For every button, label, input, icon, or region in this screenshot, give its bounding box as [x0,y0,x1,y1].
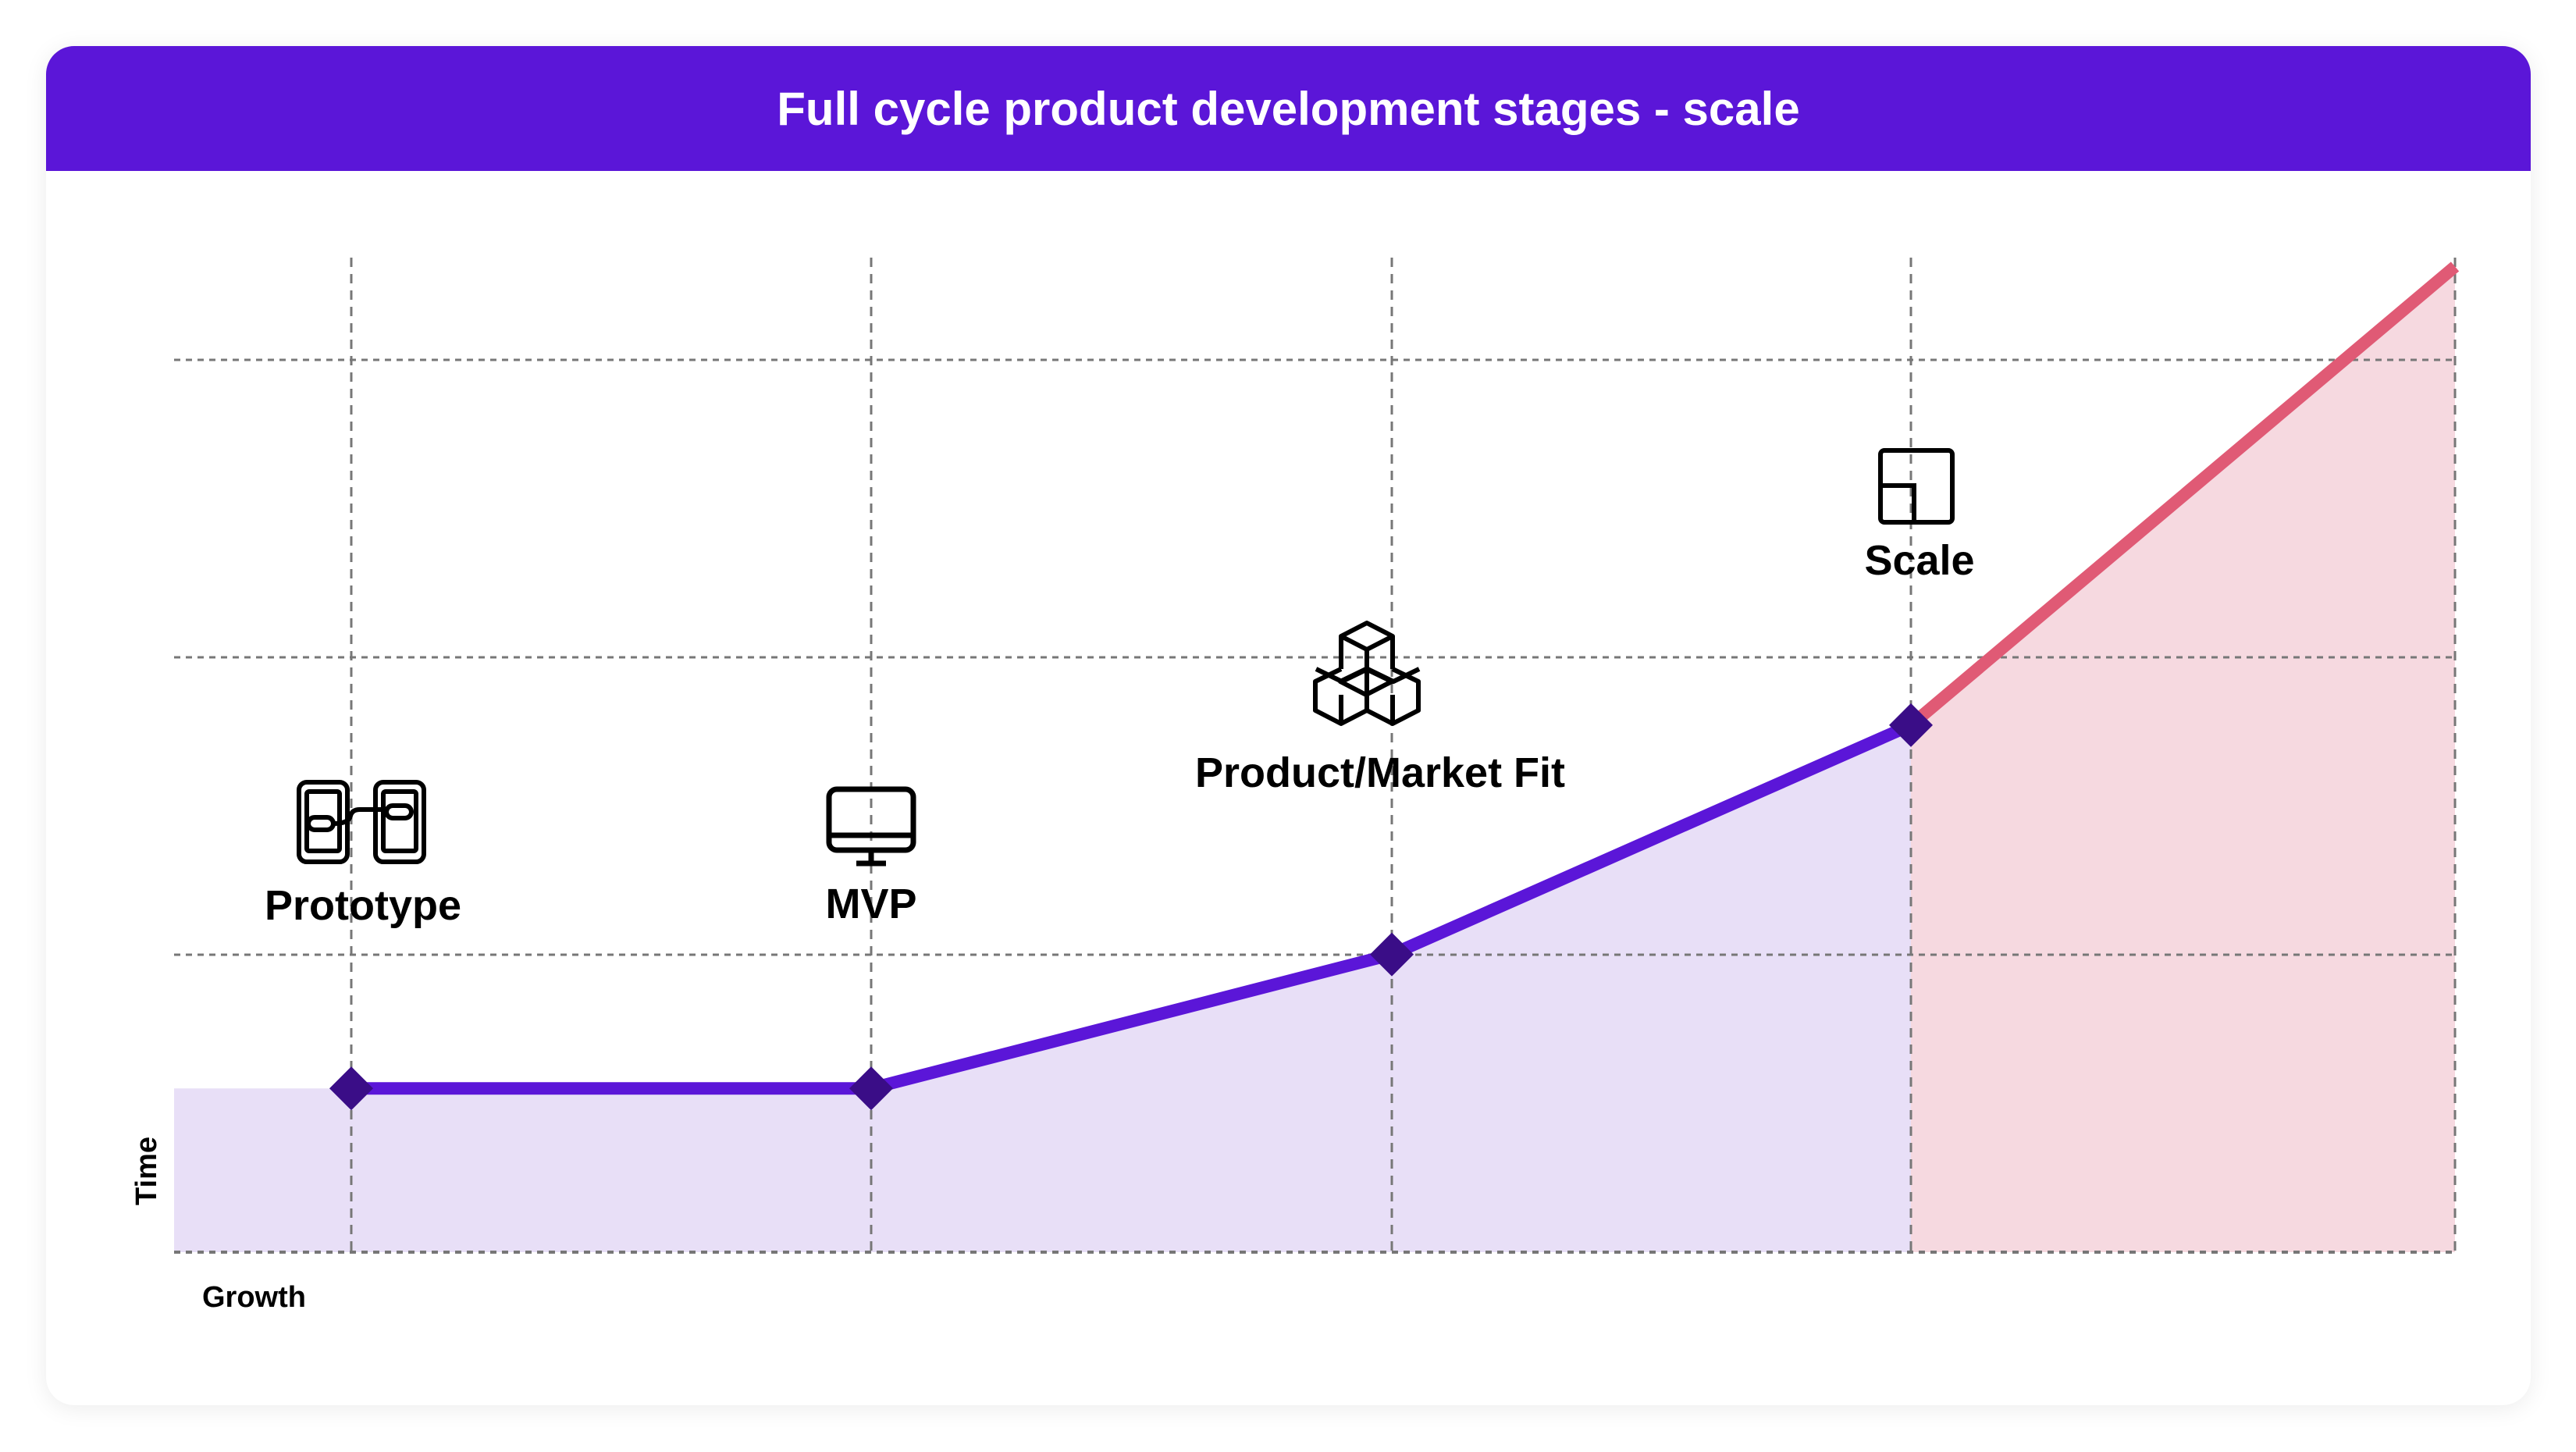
area-fill-development [174,724,1911,1252]
stage-label: Scale [1864,537,1974,584]
series-line-development [351,719,1914,1095]
stacked-cubes-icon [1313,621,1421,726]
data-point-marker [1370,932,1414,977]
series-line-scale [1906,262,2460,730]
x-axis-label: Growth [202,1281,306,1314]
chart-title: Full cycle product development stages - … [777,82,1800,135]
chart-header: Full cycle product development stages - … [46,46,2531,171]
data-point-marker [329,1066,373,1111]
data-point-marker [849,1066,893,1111]
data-point-marker [1889,703,1933,747]
monitor-icon [826,786,916,867]
y-axis-label: Time [130,1137,163,1205]
linked-phones-icon [297,780,426,864]
stage-label: Product/Market Fit [1195,749,1565,796]
stage-label: MVP [825,881,916,927]
layout-scale-icon [1878,448,1955,525]
stage-label: Prototype [265,882,461,929]
area-fill-scale [1911,266,2455,1252]
